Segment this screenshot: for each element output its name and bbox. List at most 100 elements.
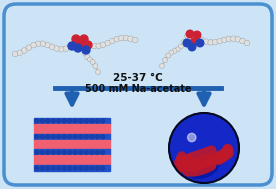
Circle shape bbox=[74, 44, 82, 52]
Circle shape bbox=[54, 46, 59, 51]
Circle shape bbox=[160, 64, 164, 68]
Circle shape bbox=[84, 119, 88, 123]
Circle shape bbox=[123, 35, 129, 41]
Circle shape bbox=[95, 135, 99, 139]
Circle shape bbox=[62, 119, 66, 123]
Circle shape bbox=[84, 41, 92, 49]
Circle shape bbox=[51, 119, 55, 123]
Circle shape bbox=[95, 150, 99, 154]
Circle shape bbox=[181, 39, 186, 44]
Circle shape bbox=[193, 31, 201, 39]
Circle shape bbox=[82, 41, 88, 47]
Circle shape bbox=[58, 46, 64, 52]
Circle shape bbox=[91, 43, 97, 49]
Circle shape bbox=[17, 50, 22, 56]
Circle shape bbox=[95, 70, 100, 74]
Circle shape bbox=[84, 166, 88, 170]
Circle shape bbox=[63, 46, 68, 51]
Circle shape bbox=[72, 41, 78, 47]
Circle shape bbox=[208, 40, 213, 45]
Bar bbox=[34, 149, 110, 155]
Circle shape bbox=[46, 166, 50, 170]
FancyBboxPatch shape bbox=[4, 4, 272, 185]
Circle shape bbox=[57, 150, 61, 154]
Circle shape bbox=[79, 166, 83, 170]
Circle shape bbox=[35, 41, 41, 46]
Circle shape bbox=[26, 45, 32, 50]
Circle shape bbox=[119, 35, 124, 41]
Circle shape bbox=[190, 38, 198, 46]
Circle shape bbox=[235, 36, 241, 42]
Bar bbox=[34, 139, 110, 149]
Circle shape bbox=[22, 48, 27, 53]
Circle shape bbox=[221, 37, 227, 43]
Circle shape bbox=[194, 35, 200, 41]
Circle shape bbox=[169, 113, 239, 183]
Circle shape bbox=[178, 44, 183, 49]
Circle shape bbox=[128, 36, 133, 42]
Circle shape bbox=[90, 150, 94, 154]
Circle shape bbox=[240, 38, 245, 44]
Circle shape bbox=[35, 150, 39, 154]
Circle shape bbox=[84, 135, 88, 139]
Circle shape bbox=[172, 49, 177, 53]
Circle shape bbox=[57, 135, 61, 139]
Circle shape bbox=[62, 166, 66, 170]
Circle shape bbox=[166, 53, 171, 58]
Circle shape bbox=[79, 135, 83, 139]
Circle shape bbox=[40, 135, 44, 139]
Circle shape bbox=[244, 40, 250, 46]
Circle shape bbox=[80, 35, 88, 43]
Circle shape bbox=[114, 36, 120, 42]
Circle shape bbox=[188, 133, 196, 142]
Circle shape bbox=[68, 166, 72, 170]
Circle shape bbox=[95, 119, 99, 123]
Circle shape bbox=[105, 40, 110, 46]
Circle shape bbox=[68, 150, 72, 154]
Bar bbox=[34, 165, 110, 171]
Circle shape bbox=[90, 59, 95, 64]
Circle shape bbox=[87, 43, 92, 48]
Bar bbox=[34, 134, 110, 139]
Circle shape bbox=[212, 39, 218, 45]
Circle shape bbox=[68, 119, 72, 123]
Circle shape bbox=[76, 40, 84, 48]
Circle shape bbox=[31, 42, 36, 48]
Circle shape bbox=[51, 135, 55, 139]
Circle shape bbox=[68, 42, 76, 50]
Circle shape bbox=[199, 37, 204, 43]
Circle shape bbox=[85, 55, 90, 60]
Bar bbox=[34, 124, 110, 134]
Circle shape bbox=[96, 43, 102, 49]
Circle shape bbox=[40, 166, 44, 170]
Circle shape bbox=[73, 150, 77, 154]
Circle shape bbox=[87, 57, 92, 62]
Circle shape bbox=[35, 119, 39, 123]
Circle shape bbox=[57, 166, 61, 170]
Circle shape bbox=[226, 36, 232, 42]
Circle shape bbox=[62, 150, 66, 154]
Circle shape bbox=[49, 44, 55, 50]
Circle shape bbox=[101, 166, 105, 170]
Circle shape bbox=[217, 38, 222, 44]
Circle shape bbox=[196, 39, 204, 47]
Circle shape bbox=[82, 46, 90, 54]
Circle shape bbox=[93, 64, 98, 69]
Circle shape bbox=[101, 119, 105, 123]
Bar bbox=[34, 118, 110, 124]
Circle shape bbox=[203, 39, 209, 44]
Circle shape bbox=[62, 135, 66, 139]
Circle shape bbox=[110, 38, 115, 44]
Circle shape bbox=[184, 33, 190, 39]
Circle shape bbox=[175, 47, 180, 52]
Circle shape bbox=[82, 50, 87, 55]
Circle shape bbox=[101, 135, 105, 139]
Circle shape bbox=[163, 58, 168, 63]
Circle shape bbox=[79, 44, 84, 50]
Circle shape bbox=[186, 30, 194, 38]
Text: 500 mM Na-acetate: 500 mM Na-acetate bbox=[85, 84, 191, 94]
Circle shape bbox=[51, 150, 55, 154]
Circle shape bbox=[73, 135, 77, 139]
Circle shape bbox=[46, 119, 50, 123]
Circle shape bbox=[188, 43, 196, 51]
